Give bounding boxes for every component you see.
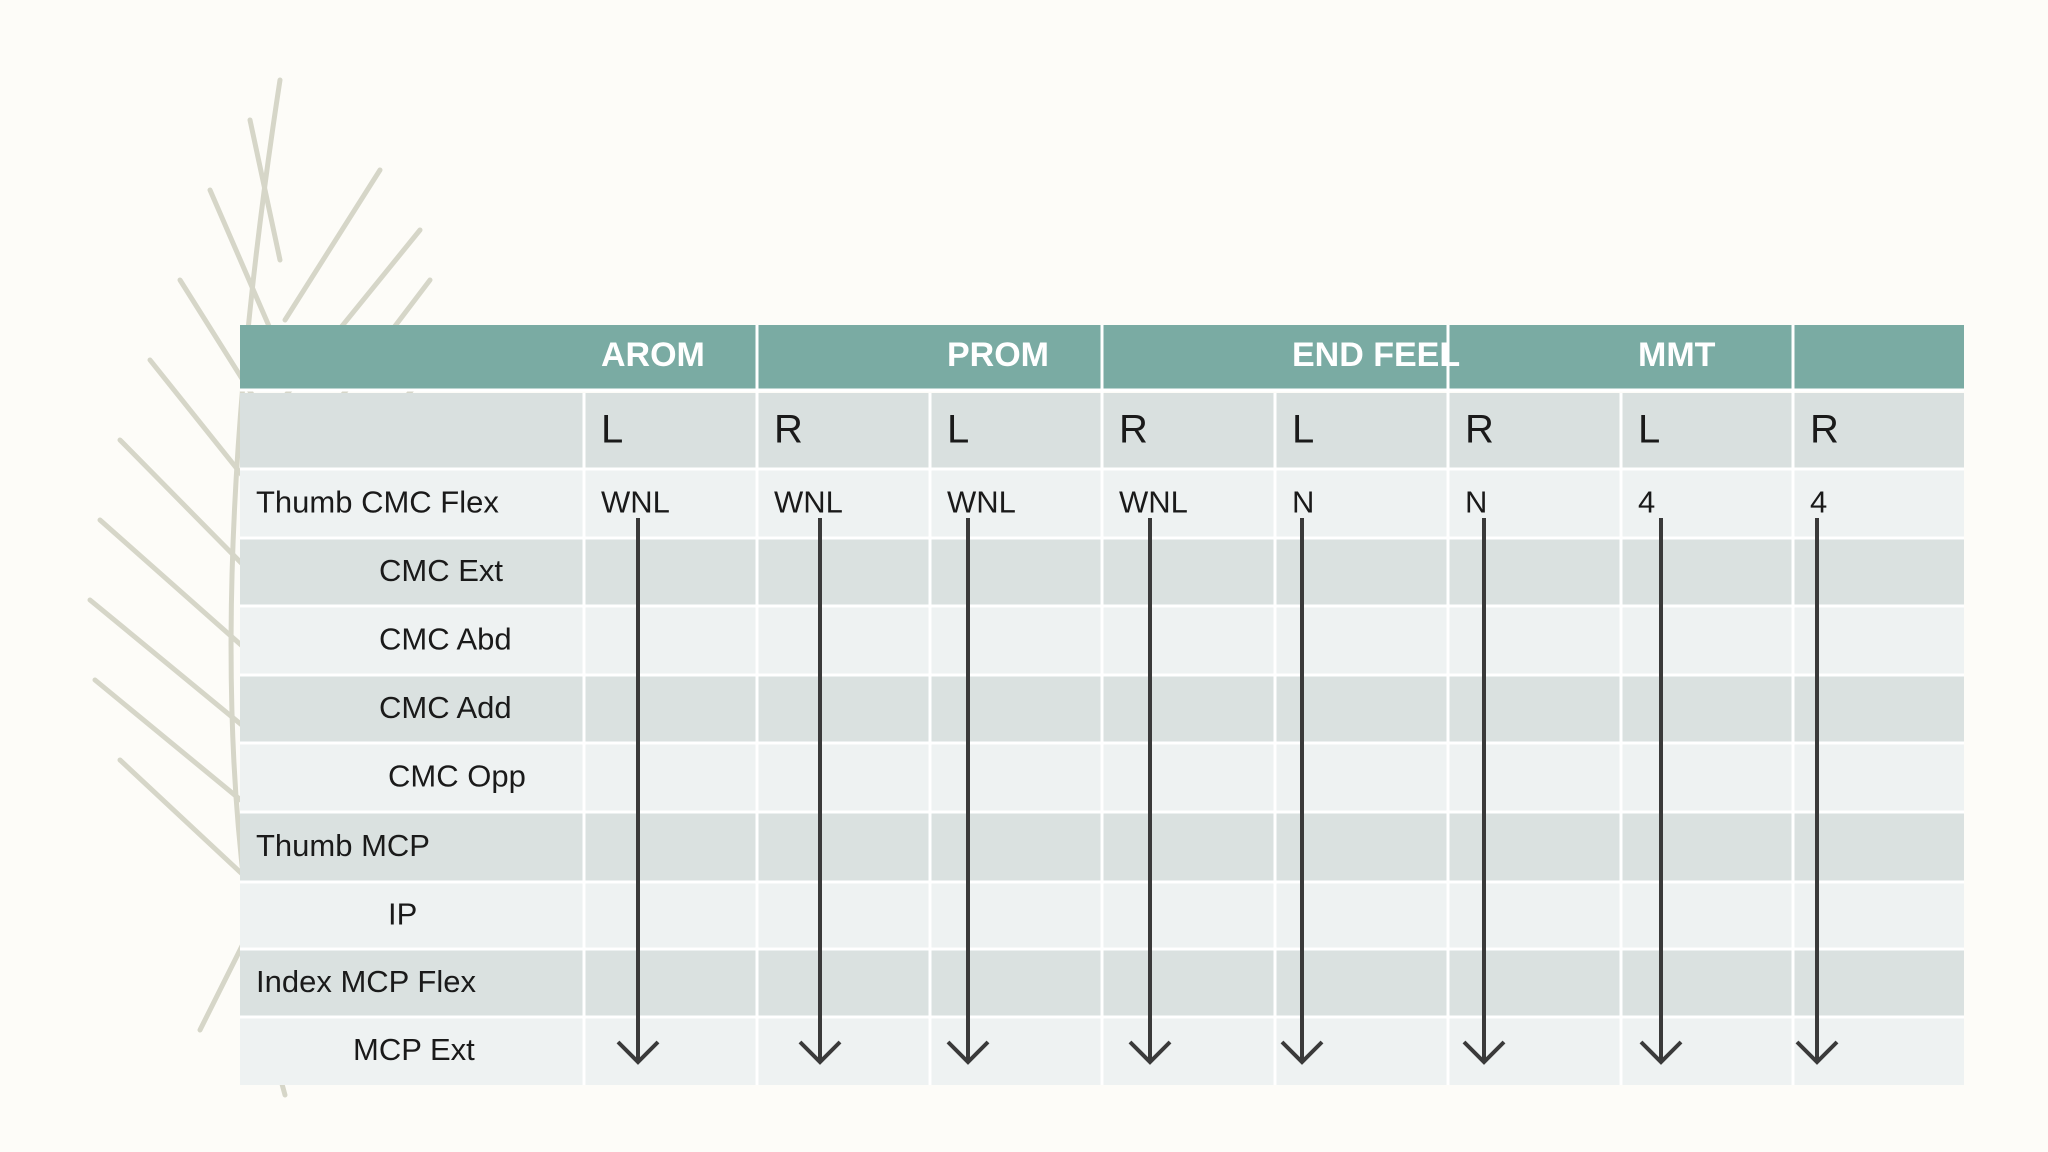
cell-value: WNL [947, 485, 1016, 520]
row-label: CMC Abd [379, 622, 512, 657]
row-label: MCP Ext [353, 1032, 475, 1067]
row-label: CMC Add [379, 690, 512, 725]
row-label: CMC Ext [379, 553, 503, 588]
row-label: Thumb MCP [256, 828, 430, 863]
subheader: L [947, 408, 969, 452]
subheader: L [601, 408, 623, 452]
group-header: MMT [1638, 336, 1716, 374]
group-header: PROM [947, 336, 1049, 374]
cell-value: WNL [774, 485, 843, 520]
row-label: Thumb CMC Flex [256, 485, 499, 520]
subheader: L [1292, 408, 1314, 452]
arrow-head [798, 1040, 842, 1065]
subheader: R [1465, 408, 1494, 452]
arrow-head [1795, 1040, 1839, 1065]
cell-value: 4 [1638, 485, 1655, 520]
arrow-head [1280, 1040, 1324, 1065]
arrow-head [616, 1040, 660, 1065]
cell-value: N [1292, 485, 1314, 520]
cell-value: N [1465, 485, 1487, 520]
arrow-head [1462, 1040, 1506, 1065]
subheader: R [1810, 408, 1839, 452]
subheader: R [1119, 408, 1148, 452]
group-header: END FEEL [1292, 336, 1460, 374]
table: AROM PROM END FEEL MMT L R L R L R L R Thumb CMC Fle… [240, 325, 1964, 1085]
cell-value: WNL [1119, 485, 1188, 520]
row-label: Index MCP Flex [256, 964, 476, 999]
subheader: L [1638, 408, 1660, 452]
arrow-head [1128, 1040, 1172, 1065]
arrow-head [1639, 1040, 1683, 1065]
cell-value: WNL [601, 485, 670, 520]
row-label: CMC Opp [388, 759, 526, 794]
row-label: IP [388, 897, 417, 932]
subheader: R [774, 408, 803, 452]
cell-value: 4 [1810, 485, 1827, 520]
arrow-head [946, 1040, 990, 1065]
group-header: AROM [601, 336, 705, 374]
